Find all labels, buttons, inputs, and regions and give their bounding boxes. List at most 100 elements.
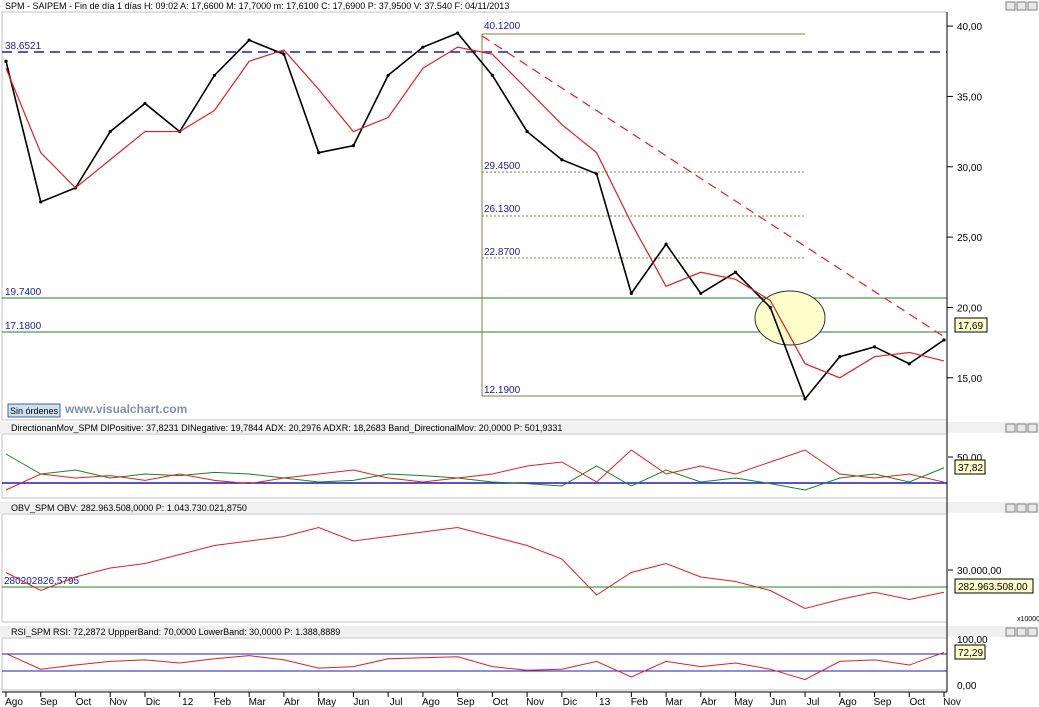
price-point	[594, 172, 599, 176]
price-point	[212, 73, 217, 77]
price-point	[699, 291, 703, 295]
obv-close-icon[interactable]	[1027, 503, 1038, 513]
price-point	[629, 291, 633, 295]
rsi-maximize-icon[interactable]	[1016, 627, 1027, 637]
watermark: www.visualchart.com	[64, 402, 187, 416]
obv-header-bar	[0, 502, 1039, 513]
dmi-window-controls[interactable]	[1005, 423, 1038, 433]
x-tick-label: May	[317, 697, 336, 707]
rsi-close-icon[interactable]	[1027, 627, 1038, 637]
x-tick-label: Oct	[493, 697, 509, 707]
dmi-minimize-icon[interactable]	[1005, 423, 1016, 433]
x-tick-label: Mar	[665, 697, 683, 707]
obv-maximize-icon[interactable]	[1016, 503, 1027, 513]
obv-line	[5, 526, 945, 610]
x-tick-label: Dic	[146, 697, 160, 707]
price-panel-header: SPM - SAIPEM - Fin de día 1 días H: 09:0…	[5, 1, 509, 11]
x-tick-label: Nov	[943, 697, 961, 707]
x-tick-label: Jul	[390, 697, 403, 707]
fibo-label-2: 29.4500	[484, 161, 521, 172]
price-panel-window-controls[interactable]	[1005, 1, 1038, 11]
x-tick-label: Dic	[563, 697, 577, 707]
price-point	[560, 158, 564, 162]
price-point	[317, 151, 321, 155]
price-panel-frame	[1, 11, 948, 421]
dmi-close-icon[interactable]	[1027, 423, 1038, 433]
downtrend-line[interactable]	[481, 35, 947, 339]
x-tick-label: Oct	[76, 697, 92, 707]
price-point	[456, 31, 460, 35]
price-y-tick-label: 30,00	[957, 163, 982, 174]
obv-marks	[5, 526, 945, 610]
price-panel: SPM - SAIPEM - Fin de día 1 días H: 09:0…	[1, 1, 1038, 421]
rsi-y-tick-bottom: 0,00	[957, 681, 977, 692]
rsi-header-bar	[0, 626, 1039, 637]
price-point	[768, 305, 772, 310]
obv-level-label: 280202826.5795	[4, 576, 80, 587]
price-point	[733, 270, 738, 274]
price-point	[664, 242, 668, 246]
fibo-label-4: 22.8700	[484, 247, 521, 258]
price-last-value: 17,69	[958, 321, 983, 332]
rsi-minimize-icon[interactable]	[1005, 627, 1016, 637]
support-label-1: 19.7400	[5, 287, 42, 298]
x-tick-label: Mar	[249, 697, 267, 707]
orders-button-label: Sin órdenes	[10, 406, 59, 416]
rsi-line	[5, 651, 945, 681]
price-point	[490, 73, 494, 77]
di-negative-line	[5, 449, 945, 491]
price-point	[247, 38, 251, 42]
obv-window-controls[interactable]	[1005, 503, 1038, 513]
x-tick-label: Jun	[770, 697, 786, 707]
price-point	[4, 59, 8, 63]
orders-button[interactable]	[7, 403, 61, 418]
price-y-axis: 40,00 35,00 30,00 25,00 20,00 15,00	[947, 22, 982, 385]
x-tick-label: 12	[182, 697, 194, 707]
di-positive-line	[5, 453, 945, 491]
rsi-y-tick-top: 100,00	[957, 635, 988, 646]
dmi-panel-header: DirectionanMov_SPM DIPositive: 37,8231 D…	[11, 423, 562, 433]
price-point	[421, 45, 425, 49]
support-label-2: 17.1800	[5, 321, 42, 332]
price-point	[108, 129, 112, 134]
rsi-marks	[5, 651, 945, 681]
x-tick-label: Jun	[353, 697, 369, 707]
rsi-panel-header: RSI_SPM RSI: 72,2872 UppperBand: 70,0000…	[11, 627, 340, 637]
x-axis: Ago Sep Oct Nov Dic 12 Feb Mar Abr May Jun Jul Ago Se…	[5, 692, 961, 707]
price-point	[803, 397, 807, 401]
maximize-icon[interactable]	[1016, 1, 1027, 11]
x-tick-label: Sep	[40, 697, 58, 707]
obv-y-tick: 30.000,00	[957, 566, 1002, 577]
price-y-tick-label: 25,00	[957, 233, 982, 244]
obv-minimize-icon[interactable]	[1005, 503, 1016, 513]
price-y-tick-label: 35,00	[957, 92, 982, 103]
fibonacci-retracement[interactable]	[481, 33, 805, 397]
x-tick-label: Nov	[109, 697, 127, 707]
close-icon[interactable]	[1027, 1, 1038, 11]
obv-scale-note: x10000	[1017, 616, 1039, 623]
x-tick-label: Feb	[631, 697, 649, 707]
fibo-label-5: 12.1900	[484, 385, 521, 396]
minimize-icon[interactable]	[1005, 1, 1016, 11]
dmi-last-value-box	[954, 459, 986, 475]
x-tick-label: Sep	[457, 697, 475, 707]
obv-panel-header: OBV_SPM OBV: 282.963.508,0000 P: 1.043.7…	[11, 503, 247, 513]
obv-panel: OBV_SPM OBV: 282.963.508,0000 P: 1.043.7…	[0, 502, 1039, 623]
x-tick-label: May	[734, 697, 753, 707]
rsi-window-controls[interactable]	[1005, 627, 1038, 637]
x-tick-label: Ago	[5, 697, 23, 707]
dmi-maximize-icon[interactable]	[1016, 423, 1027, 433]
rsi-panel-frame	[1, 637, 948, 691]
obv-panel-frame	[1, 513, 948, 623]
rsi-last-value-box	[954, 644, 986, 660]
price-y-tick-label: 15,00	[957, 374, 982, 385]
dmi-y-tick: 50,00	[957, 453, 982, 464]
price-y-tick-label: 20,00	[957, 303, 982, 314]
fibo-label-1: 40.1200	[484, 21, 521, 32]
price-point	[39, 200, 43, 204]
x-tick-label: Abr	[284, 697, 300, 707]
price-point	[143, 101, 147, 106]
dmi-panel: DirectionanMov_SPM DIPositive: 37,8231 D…	[0, 422, 1039, 499]
price-point	[282, 52, 286, 56]
